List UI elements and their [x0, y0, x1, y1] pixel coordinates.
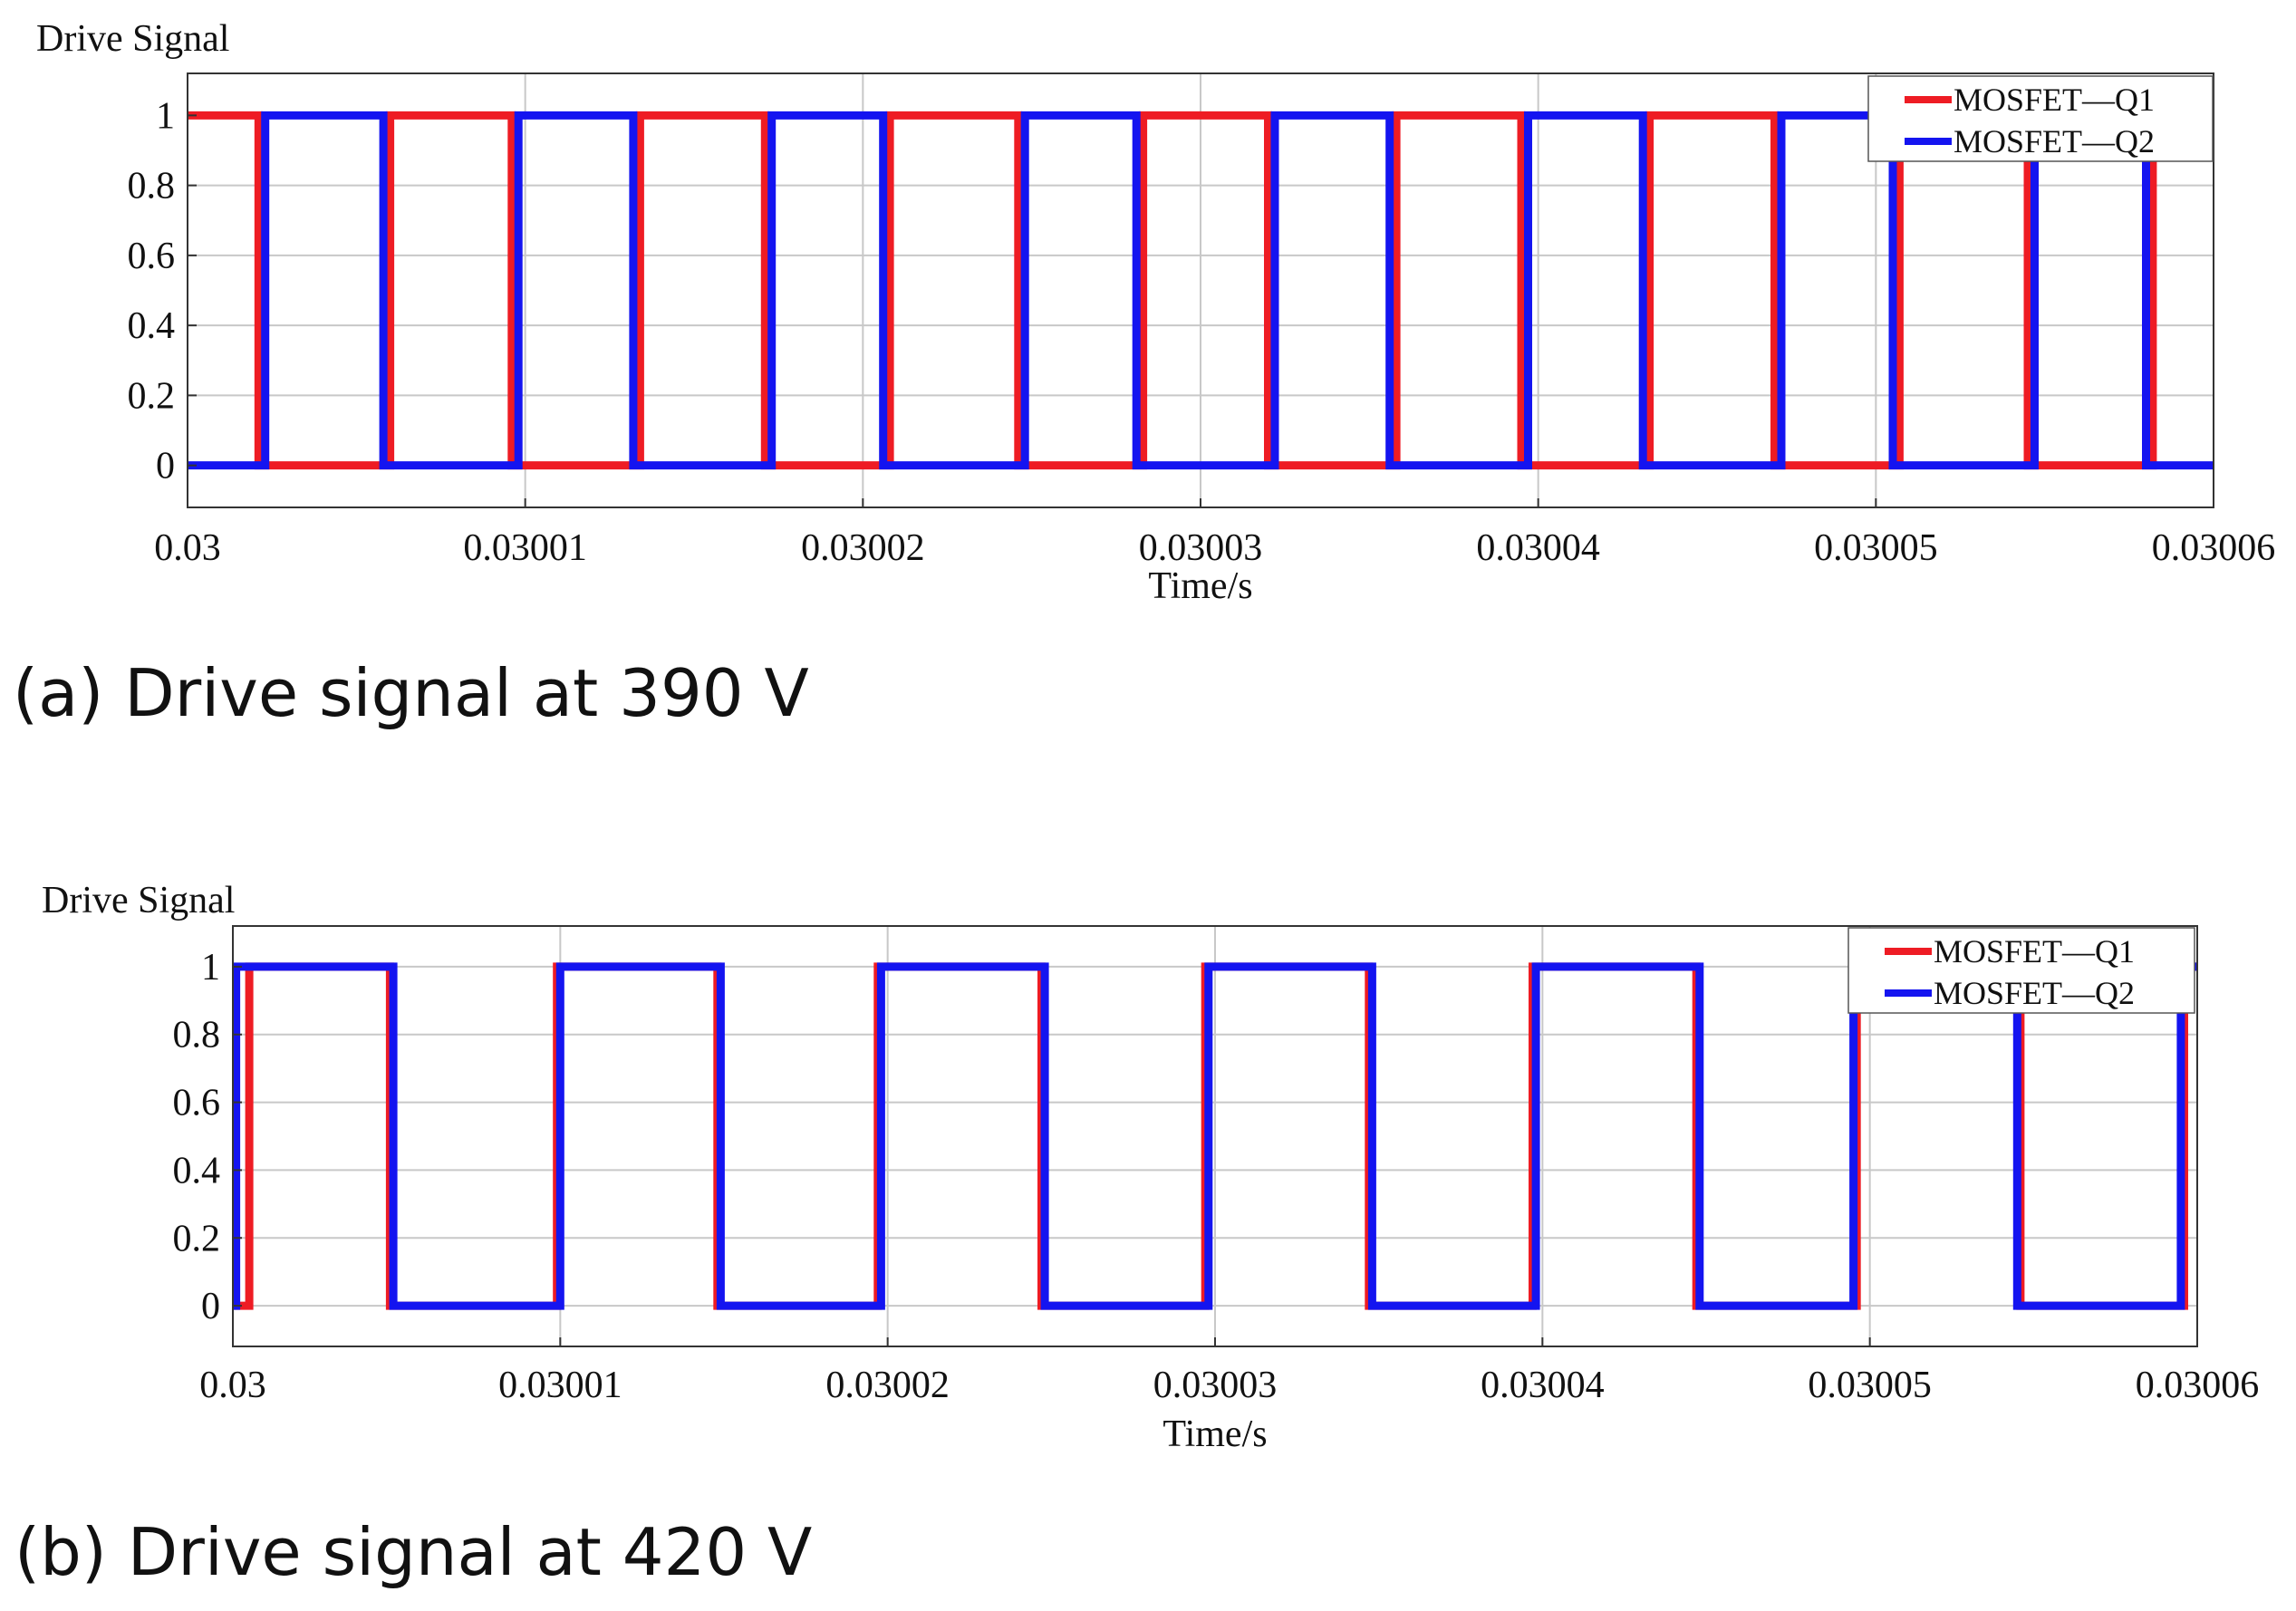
x-tick-label: 0.03006 — [2136, 1365, 2260, 1406]
series-line-q2 — [188, 111, 2214, 470]
y-axis-label: Drive Signal — [36, 18, 229, 60]
y-tick-label: 0 — [201, 1286, 220, 1327]
chart-0: 0.03 0.03001 0.03002 0.03003 0.03004 0.03005 0… — [13, 18, 2275, 731]
legend-box — [1847, 927, 2195, 1014]
y-tick-label: 0.4 — [173, 1150, 221, 1191]
legend-entry-label: MOSFET—Q2 — [1934, 975, 2135, 1011]
y-tick-label: 1 — [156, 95, 175, 137]
x-tick-label: 0.03002 — [825, 1365, 950, 1406]
x-tick-label: 0.03004 — [1476, 527, 1600, 569]
x-axis-label: Time/s — [1162, 1413, 1267, 1455]
y-tick-label: 0 — [156, 446, 175, 487]
legend-entry-label: MOSFET—Q2 — [1954, 123, 2155, 159]
x-tick-label: 0.03003 — [1153, 1365, 1278, 1406]
y-tick-label: 0.8 — [128, 166, 176, 207]
x-tick-label: 0.03005 — [1808, 1365, 1932, 1406]
x-tick-label: 0.03 — [199, 1365, 266, 1406]
legend: MOSFET—Q1 MOSFET—Q2 — [1867, 75, 2214, 162]
x-tick-label: 0.03001 — [463, 527, 587, 569]
y-tick-label: 1 — [201, 947, 220, 989]
x-tick-label: 0.03004 — [1481, 1365, 1605, 1406]
y-tick-label: 0.6 — [128, 236, 176, 277]
x-tick-label: 0.03001 — [498, 1365, 622, 1406]
x-axis-label: Time/s — [1148, 565, 1252, 607]
figure-caption: (a) Drive signal at 390 V — [13, 655, 809, 731]
chart-1: 0.03 0.03001 0.03002 0.03003 0.03004 0.03005 0… — [14, 880, 2259, 1590]
y-tick-label: 0.4 — [128, 305, 176, 347]
legend-box — [1867, 75, 2214, 162]
x-tick-label: 0.03006 — [2152, 527, 2276, 569]
y-tick-label: 0.2 — [173, 1218, 221, 1259]
y-tick-label: 0.8 — [173, 1015, 221, 1056]
x-tick-label: 0.03002 — [801, 527, 925, 569]
figure-caption: (b) Drive signal at 420 V — [14, 1514, 812, 1590]
legend: MOSFET—Q1 MOSFET—Q2 — [1847, 927, 2195, 1014]
y-tick-label: 0.2 — [128, 375, 176, 417]
y-tick-label: 0.6 — [173, 1083, 221, 1124]
series-line-q1 — [188, 111, 2214, 470]
x-tick-label: 0.03003 — [1139, 527, 1263, 569]
y-axis-label: Drive Signal — [42, 880, 235, 921]
legend-entry-label: MOSFET—Q1 — [1954, 82, 2155, 118]
x-tick-label: 0.03005 — [1814, 527, 1938, 569]
legend-entry-label: MOSFET—Q1 — [1934, 933, 2135, 969]
x-tick-label: 0.03 — [154, 527, 221, 569]
